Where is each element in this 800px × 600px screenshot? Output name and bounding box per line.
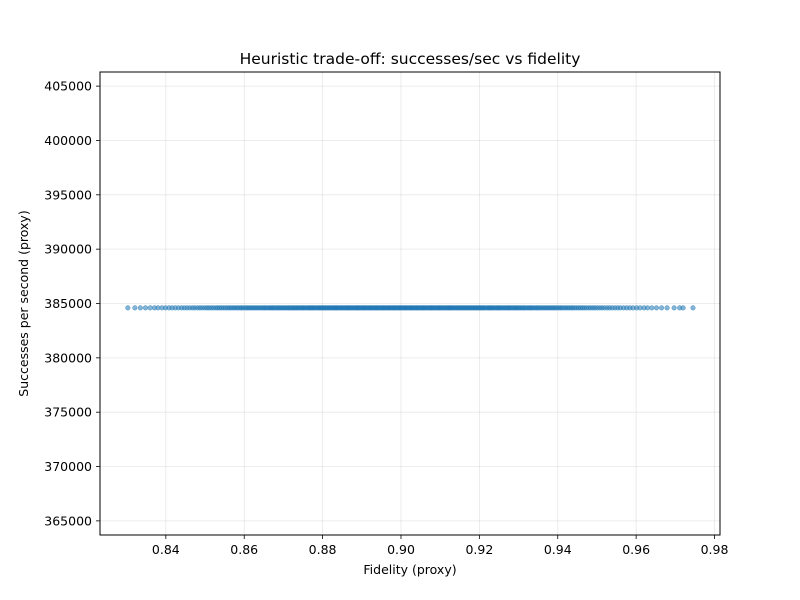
x-tick-label: 0.90 <box>387 542 415 557</box>
data-point <box>690 305 696 311</box>
y-tick-label: 385000 <box>44 296 92 311</box>
data-points <box>125 305 696 311</box>
data-point <box>147 305 153 311</box>
x-tick-label: 0.96 <box>622 542 650 557</box>
x-tick-label: 0.94 <box>544 542 572 557</box>
data-point <box>649 305 655 311</box>
data-point <box>132 305 138 311</box>
x-tick-label: 0.98 <box>701 542 729 557</box>
data-point <box>142 305 149 311</box>
x-axis-label: Fidelity (proxy) <box>363 562 456 577</box>
x-axis-ticks: 0.84 0.86 0.88 0.90 0.92 0.94 0.96 0.98 <box>152 535 729 557</box>
y-tick-label: 365000 <box>44 513 92 528</box>
data-point <box>644 305 651 311</box>
y-tick-label: 405000 <box>44 79 92 94</box>
x-tick-label: 0.92 <box>465 542 493 557</box>
grid-lines <box>100 72 720 535</box>
data-point <box>680 305 686 311</box>
data-point <box>137 305 143 311</box>
y-axis-label: Successes per second (proxy) <box>16 210 31 396</box>
x-tick-label: 0.86 <box>230 542 258 557</box>
x-tick-label: 0.84 <box>152 542 180 557</box>
data-point <box>659 305 665 311</box>
chart-title: Heuristic trade-off: successes/sec vs fi… <box>240 50 581 68</box>
data-point <box>653 305 660 311</box>
data-point <box>125 305 131 311</box>
y-tick-label: 375000 <box>44 405 92 420</box>
y-tick-label: 400000 <box>44 133 92 148</box>
y-tick-label: 395000 <box>44 187 92 202</box>
y-axis-ticks: 365000 370000 375000 380000 385000 390000 3950… <box>44 79 100 528</box>
y-tick-label: 390000 <box>44 242 92 257</box>
data-point <box>671 305 677 311</box>
y-tick-label: 370000 <box>44 459 92 474</box>
y-tick-label: 380000 <box>44 350 92 365</box>
x-tick-label: 0.88 <box>309 542 337 557</box>
data-point <box>664 305 670 311</box>
